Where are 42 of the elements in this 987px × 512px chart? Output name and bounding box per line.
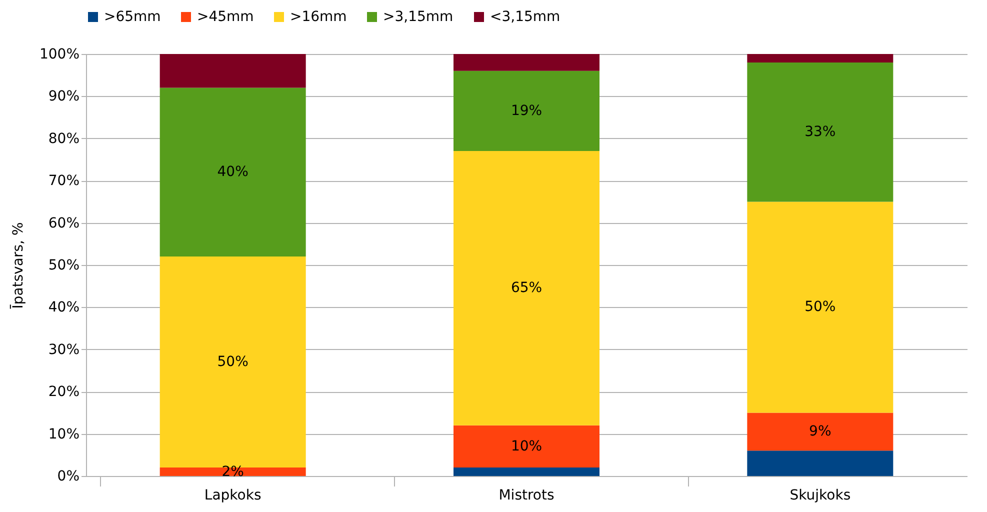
- y-tick-label: 10%: [48, 426, 80, 442]
- data-label: 2%: [222, 464, 244, 480]
- y-tick-label: 70%: [48, 173, 80, 190]
- legend-label: >3,15mm: [383, 9, 454, 25]
- data-label: 19%: [510, 102, 542, 119]
- bar: [454, 70, 600, 152]
- bar: [747, 450, 894, 476]
- data-label: 65%: [510, 280, 542, 296]
- y-axis-title: Īpatsvars, %: [9, 222, 26, 309]
- legend-label: <3,15mm: [490, 9, 560, 25]
- x-tick-label: Mistrots: [498, 488, 554, 504]
- y-tick-label: 20%: [48, 384, 80, 400]
- bar: [454, 468, 600, 476]
- y-tick-label: 80%: [48, 130, 80, 147]
- data-label: 50%: [217, 354, 248, 370]
- x-tick-label: Lapkoks: [204, 488, 262, 504]
- data-label: 50%: [804, 299, 836, 316]
- y-tick-label: 90%: [48, 88, 80, 105]
- data-label: 10%: [510, 438, 542, 454]
- bar: [747, 62, 894, 202]
- y-tick-label: 60%: [48, 215, 80, 232]
- bar: [454, 151, 600, 426]
- data-label: 40%: [217, 164, 248, 180]
- legend-label: >45mm: [197, 9, 254, 25]
- data-label: 33%: [804, 124, 836, 140]
- y-tick-label: 0%: [57, 468, 80, 484]
- y-tick-label: 50%: [48, 258, 80, 274]
- legend-label: >16mm: [290, 9, 347, 25]
- bar: [160, 88, 306, 257]
- bar: [454, 54, 600, 71]
- bar: [747, 54, 894, 62]
- legend-label: >65mm: [104, 9, 161, 25]
- bar: [747, 412, 894, 451]
- bar: [454, 425, 600, 468]
- x-tick-label: Skujkoks: [790, 488, 851, 504]
- y-tick-label: 40%: [48, 300, 80, 316]
- y-tick-label: 30%: [48, 342, 80, 358]
- y-tick-label: 100%: [39, 46, 80, 62]
- bar: [160, 468, 306, 476]
- bar: [747, 202, 894, 413]
- bar: [160, 54, 306, 88]
- data-label: 9%: [809, 424, 832, 440]
